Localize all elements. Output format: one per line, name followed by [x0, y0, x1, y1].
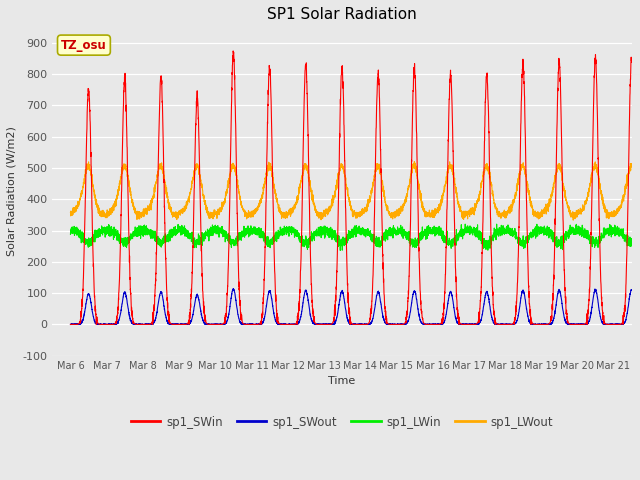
- Y-axis label: Solar Radiation (W/m2): Solar Radiation (W/m2): [7, 127, 17, 256]
- Title: SP1 Solar Radiation: SP1 Solar Radiation: [267, 7, 417, 22]
- X-axis label: Time: Time: [328, 376, 356, 386]
- Legend: sp1_SWin, sp1_SWout, sp1_LWin, sp1_LWout: sp1_SWin, sp1_SWout, sp1_LWin, sp1_LWout: [126, 411, 558, 433]
- Text: TZ_osu: TZ_osu: [61, 38, 107, 52]
